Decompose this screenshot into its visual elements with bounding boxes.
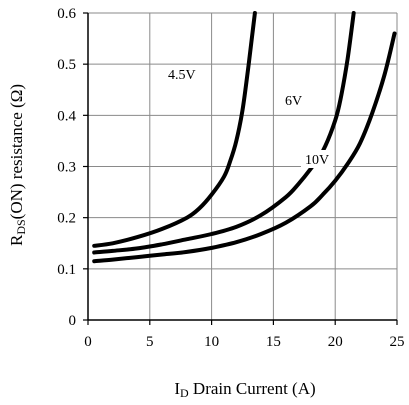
x-tick-label: 15 xyxy=(266,334,281,350)
axes xyxy=(83,12,398,325)
x-tick-label: 5 xyxy=(146,334,154,350)
y-axis-label-main: R xyxy=(7,234,26,246)
x-tick-label: 20 xyxy=(328,334,343,350)
x-axis-label-rest: Drain Current (A) xyxy=(189,379,316,398)
x-axis-label-sub: D xyxy=(180,386,189,400)
x-tick-label: 10 xyxy=(204,334,219,350)
y-tick-label: 0.1 xyxy=(57,262,76,278)
y-tick-label: 0.4 xyxy=(57,108,76,124)
y-axis-label-sub: DS xyxy=(14,219,28,234)
y-axis-label: RDS(ON) resistance (Ω) xyxy=(7,84,28,246)
series-line-6v xyxy=(92,11,356,255)
y-tick-label: 0.5 xyxy=(57,57,76,73)
series-label-10v: 10V xyxy=(305,153,329,168)
series-labels: 4.5V 6V 10V xyxy=(164,65,334,168)
series-label-background xyxy=(301,150,334,168)
series-line-45v xyxy=(92,11,257,248)
y-tick-label: 0.3 xyxy=(57,160,76,176)
y-axis-label-rest: (ON) resistance (Ω) xyxy=(7,84,26,219)
x-tick-label: 0 xyxy=(84,334,92,350)
series-label-background xyxy=(164,65,200,83)
y-tick-label: 0.6 xyxy=(57,6,76,22)
x-axis-label: ID Drain Current (A) xyxy=(174,379,315,400)
series-label-6v: 6V xyxy=(285,94,302,109)
series-lines xyxy=(92,11,397,264)
y-tick-label: 0.2 xyxy=(57,211,76,227)
x-tick-label: 25 xyxy=(390,334,405,350)
y-tick-label: 0 xyxy=(69,313,77,329)
series-label-45v: 4.5V xyxy=(168,68,196,83)
x-tick-labels: 0 5 10 15 20 25 xyxy=(84,334,404,350)
x-axis-label-main: I xyxy=(174,379,180,398)
series-label-background xyxy=(281,91,307,109)
series-line-10v xyxy=(92,31,397,264)
grid xyxy=(87,12,398,321)
y-tick-labels: 0 0.1 0.2 0.3 0.4 0.5 0.6 xyxy=(57,6,76,329)
